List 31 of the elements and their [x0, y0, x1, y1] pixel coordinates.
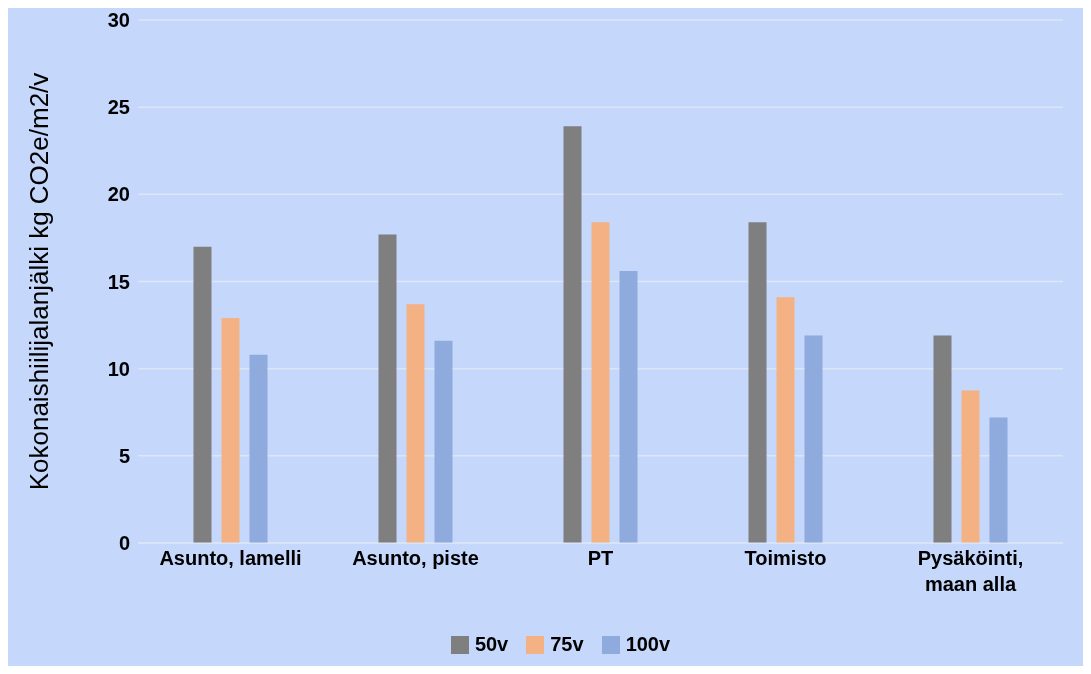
- y-tick-label: 25: [107, 96, 130, 119]
- bar: [933, 335, 952, 543]
- legend-label: 100v: [624, 633, 671, 656]
- y-tick-label: 20: [107, 183, 130, 206]
- legend-label: 50v: [473, 633, 509, 656]
- bar: [249, 354, 268, 543]
- y-tick-label: 5: [118, 444, 130, 467]
- y-tick-label: 30: [107, 9, 130, 32]
- bar: [193, 246, 212, 543]
- bar: [591, 222, 610, 543]
- bar: [378, 234, 397, 543]
- bar: [748, 222, 767, 543]
- y-tick-label: 0: [118, 532, 130, 555]
- y-tick-label: 10: [107, 357, 130, 380]
- x-tick-label: PT: [587, 547, 614, 569]
- bar: [961, 390, 980, 543]
- x-tick-label: Toimisto: [744, 547, 827, 569]
- bar: [563, 126, 582, 543]
- bar: [406, 304, 425, 543]
- bar: [989, 417, 1008, 543]
- bar: [776, 297, 795, 543]
- y-tick-label: 15: [107, 270, 130, 293]
- x-tick-label: Pysäköinti, maan alla: [917, 547, 1024, 595]
- x-tick-label: Asunto, lamelli: [159, 547, 302, 569]
- bar: [804, 335, 823, 543]
- x-tick-label: Asunto, piste: [352, 547, 479, 569]
- legend-label: 75v: [549, 633, 584, 656]
- bar: [619, 271, 638, 543]
- bar: [434, 340, 453, 543]
- y-axis-title: Kokonaishiilijalanjälki kg CO2e/m2/v: [24, 72, 54, 491]
- bar: [221, 318, 240, 543]
